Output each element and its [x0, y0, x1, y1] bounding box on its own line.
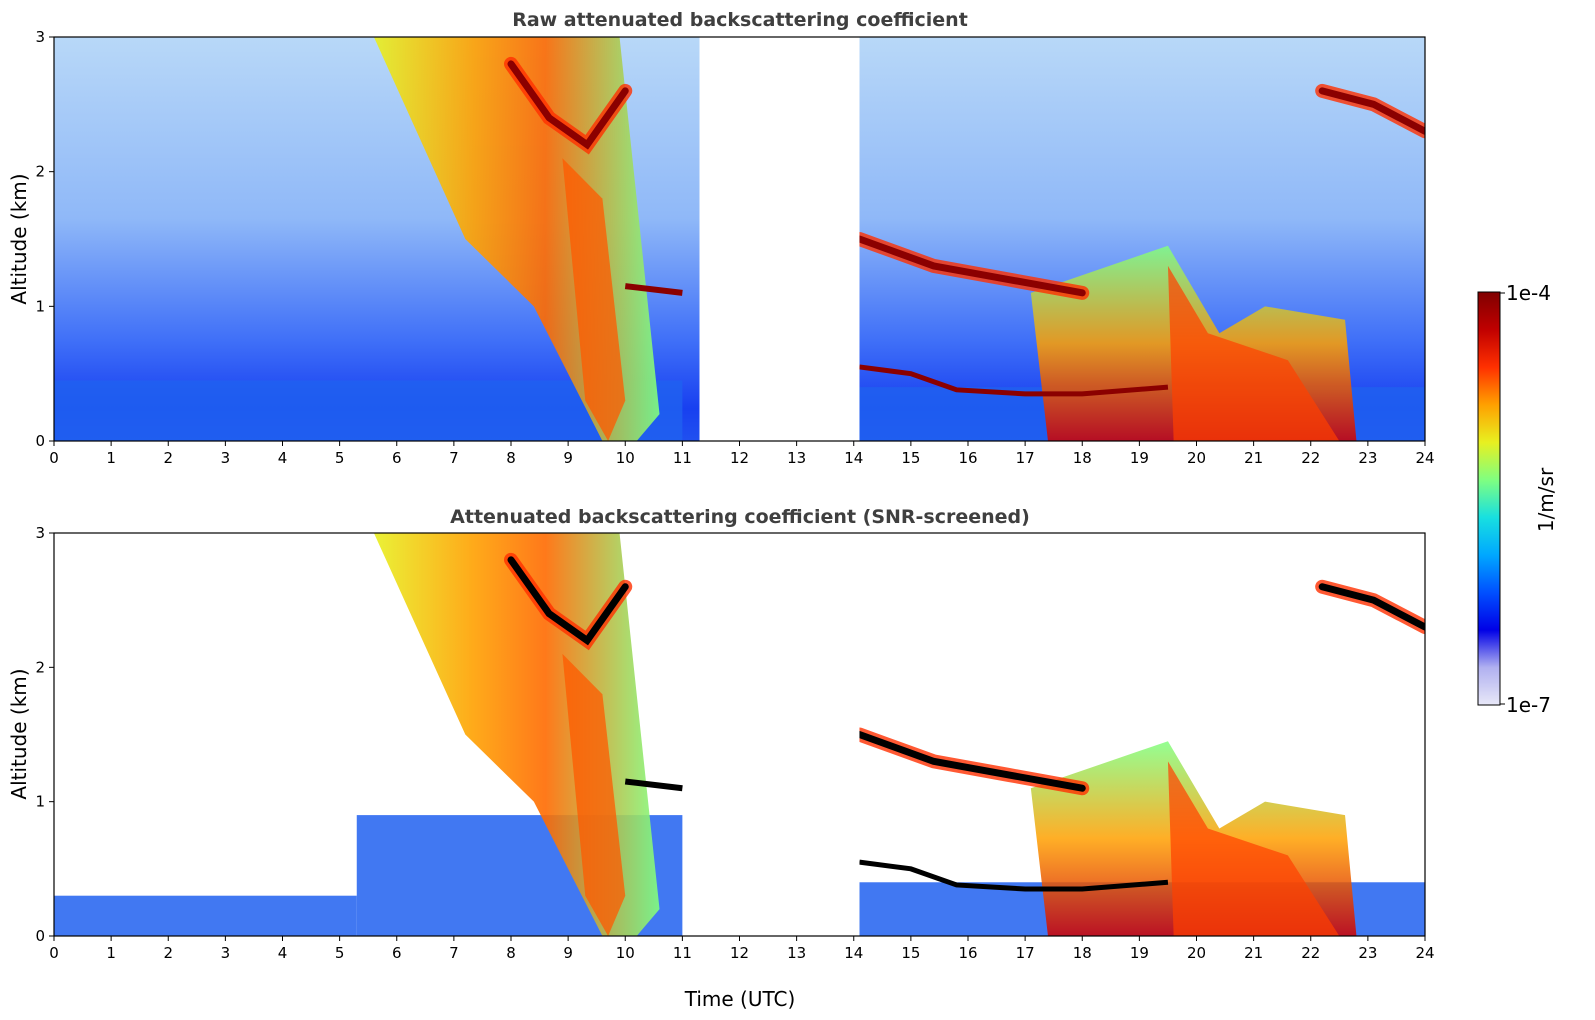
- x-tick-label: 17: [1016, 944, 1035, 962]
- x-tick-label: 14: [844, 449, 863, 467]
- y-tick-label: 2: [35, 658, 45, 676]
- data-gap: [699, 37, 860, 441]
- x-tick-label: 22: [1301, 449, 1320, 467]
- y-tick-label: 1: [35, 793, 45, 811]
- x-tick-label: 15: [901, 449, 920, 467]
- x-tick-label: 5: [335, 944, 345, 962]
- x-tick-label: 24: [1415, 449, 1434, 467]
- x-tick-label: 24: [1415, 944, 1434, 962]
- x-tick-label: 19: [1130, 449, 1149, 467]
- y-tick-label: 0: [35, 927, 45, 945]
- y-tick-label: 3: [35, 524, 45, 542]
- x-tick-label: 20: [1187, 449, 1206, 467]
- x-tick-label: 11: [673, 944, 692, 962]
- boundary-layer: [54, 895, 357, 936]
- x-tick-label: 18: [1073, 944, 1092, 962]
- heatmap-area: [54, 37, 1425, 441]
- x-tick-label: 7: [449, 449, 459, 467]
- x-tick-label: 22: [1301, 944, 1320, 962]
- x-tick-label: 16: [958, 944, 977, 962]
- cloud-layer: [624, 283, 683, 296]
- x-tick-label: 8: [506, 449, 516, 467]
- x-tick-label: 5: [335, 449, 345, 467]
- x-tick-label: 1: [106, 944, 116, 962]
- x-tick-label: 6: [392, 944, 402, 962]
- cloud-layer: [859, 859, 1169, 892]
- x-tick-label: 9: [563, 449, 573, 467]
- x-tick-label: 19: [1130, 944, 1149, 962]
- x-tick-label: 14: [844, 944, 863, 962]
- x-tick-label: 11: [673, 449, 692, 467]
- x-tick-label: 16: [958, 449, 977, 467]
- cloud-layer: [855, 731, 1086, 792]
- x-tick-label: 10: [616, 944, 635, 962]
- x-tick-label: 12: [730, 449, 749, 467]
- x-tick-label: 23: [1358, 449, 1377, 467]
- y-tick-label: 3: [35, 28, 45, 46]
- panel-title: Raw attenuated backscattering coefficien…: [512, 9, 968, 31]
- y-axis-label: Altitude (km): [7, 173, 31, 304]
- x-tick-label: 2: [163, 944, 173, 962]
- x-tick-label: 8: [506, 944, 516, 962]
- y-tick-label: 1: [35, 297, 45, 315]
- precipitation: [1167, 265, 1340, 441]
- fall-streak: [562, 653, 626, 936]
- axes: 0 1 2 3 4 5 6 7 8 9 10 11 12 13 14 15 16 17 18 19 20 21 22 23 24…: [35, 524, 1434, 962]
- x-tick-label: 15: [901, 944, 920, 962]
- heatmap-area: [54, 533, 1425, 936]
- raw-backscatter-panel: Raw attenuated backscattering coefficien…: [7, 9, 1435, 467]
- x-tick-label: 21: [1244, 449, 1263, 467]
- cloud-layer: [507, 60, 629, 150]
- snr-screened-panel: Attenuated backscattering coefficient (S…: [7, 506, 1435, 1011]
- x-tick-label: 9: [563, 944, 573, 962]
- x-tick-label: 3: [221, 944, 231, 962]
- cloud-layer: [624, 778, 683, 792]
- x-tick-label: 0: [49, 944, 59, 962]
- x-axis-label: Time (UTC): [684, 987, 796, 1011]
- colorbar-min-label: 1e-7: [1506, 693, 1551, 717]
- panel-title: Attenuated backscattering coefficient (S…: [450, 506, 1030, 528]
- colorbar-gradient: [1477, 291, 1501, 706]
- x-tick-label: 23: [1358, 944, 1377, 962]
- x-tick-label: 1: [106, 449, 116, 467]
- x-tick-label: 2: [163, 449, 173, 467]
- x-tick-label: 21: [1244, 944, 1263, 962]
- cloud-layer: [1318, 87, 1425, 135]
- y-tick-label: 2: [35, 163, 45, 181]
- x-tick-label: 6: [392, 449, 402, 467]
- x-tick-label: 4: [278, 449, 288, 467]
- x-tick-label: 4: [278, 944, 288, 962]
- x-tick-label: 17: [1016, 449, 1035, 467]
- colorbar: 1e-4 1e-7 1/m/sr: [1477, 281, 1558, 717]
- x-tick-label: 13: [787, 449, 806, 467]
- fall-streak: [562, 158, 626, 441]
- x-tick-label: 10: [616, 449, 635, 467]
- precipitation: [1167, 761, 1340, 936]
- x-tick-label: 20: [1187, 944, 1206, 962]
- axes: 0 1 2 3 4 5 6 7 8 9 10 11 12 13 14 15 16 17 18 19 20 21 22 23 24…: [35, 28, 1434, 467]
- x-tick-label: 3: [221, 449, 231, 467]
- x-tick-label: 0: [49, 449, 59, 467]
- y-tick-label: 0: [35, 432, 45, 450]
- x-tick-label: 12: [730, 944, 749, 962]
- cloud-layer: [507, 556, 629, 646]
- data-gap: [699, 533, 860, 936]
- colorbar-max-label: 1e-4: [1506, 281, 1551, 305]
- cloud-layer: [859, 364, 1169, 397]
- cloud-layer: [855, 235, 1086, 297]
- x-tick-label: 7: [449, 944, 459, 962]
- cloud-layer: [1318, 583, 1425, 631]
- colorbar-label: 1/m/sr: [1534, 467, 1558, 532]
- x-tick-label: 13: [787, 944, 806, 962]
- y-axis-label: Altitude (km): [7, 668, 31, 799]
- x-tick-label: 18: [1073, 449, 1092, 467]
